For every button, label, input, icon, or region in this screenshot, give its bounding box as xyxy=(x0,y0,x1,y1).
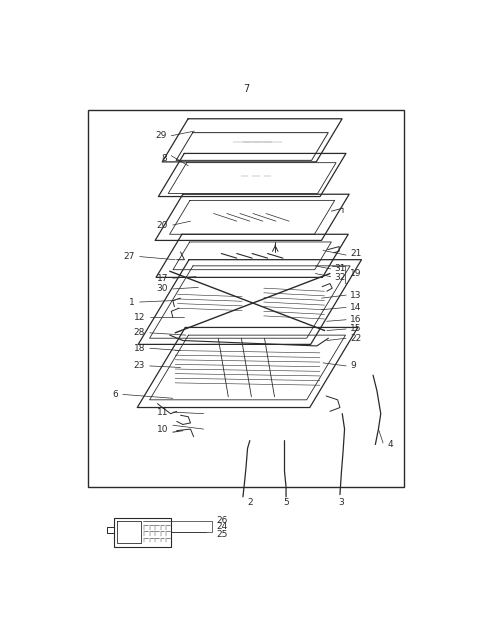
Text: 14: 14 xyxy=(350,303,361,312)
Text: 18: 18 xyxy=(133,344,145,353)
Text: 16: 16 xyxy=(350,315,361,324)
Text: 5: 5 xyxy=(283,498,289,507)
Text: 20: 20 xyxy=(157,222,168,230)
Text: 11: 11 xyxy=(157,407,168,417)
Text: 6: 6 xyxy=(112,390,118,399)
Text: 10: 10 xyxy=(157,424,168,434)
Text: 2: 2 xyxy=(247,498,252,507)
Text: 21: 21 xyxy=(350,249,361,258)
Text: 28: 28 xyxy=(134,328,145,338)
Text: 23: 23 xyxy=(134,361,145,371)
Text: 1: 1 xyxy=(130,298,135,306)
Text: 26: 26 xyxy=(216,516,228,525)
Text: 24: 24 xyxy=(216,522,227,530)
Bar xyxy=(88,110,404,487)
Text: 30: 30 xyxy=(157,285,168,293)
Text: 22: 22 xyxy=(350,334,361,343)
Text: 25: 25 xyxy=(216,530,228,539)
Text: 13: 13 xyxy=(350,291,361,300)
Text: 17: 17 xyxy=(157,274,168,283)
Text: 3: 3 xyxy=(338,498,344,507)
Text: 12: 12 xyxy=(134,313,145,322)
Text: 15: 15 xyxy=(350,324,361,333)
Text: 31: 31 xyxy=(335,265,346,273)
Text: 19: 19 xyxy=(350,269,361,278)
Text: 9: 9 xyxy=(350,361,356,371)
Text: 27: 27 xyxy=(124,252,135,261)
Text: 7: 7 xyxy=(243,84,249,94)
Text: 4: 4 xyxy=(388,440,393,449)
Text: 32: 32 xyxy=(335,273,346,282)
Text: 29: 29 xyxy=(156,131,167,140)
Text: 8: 8 xyxy=(161,154,167,162)
